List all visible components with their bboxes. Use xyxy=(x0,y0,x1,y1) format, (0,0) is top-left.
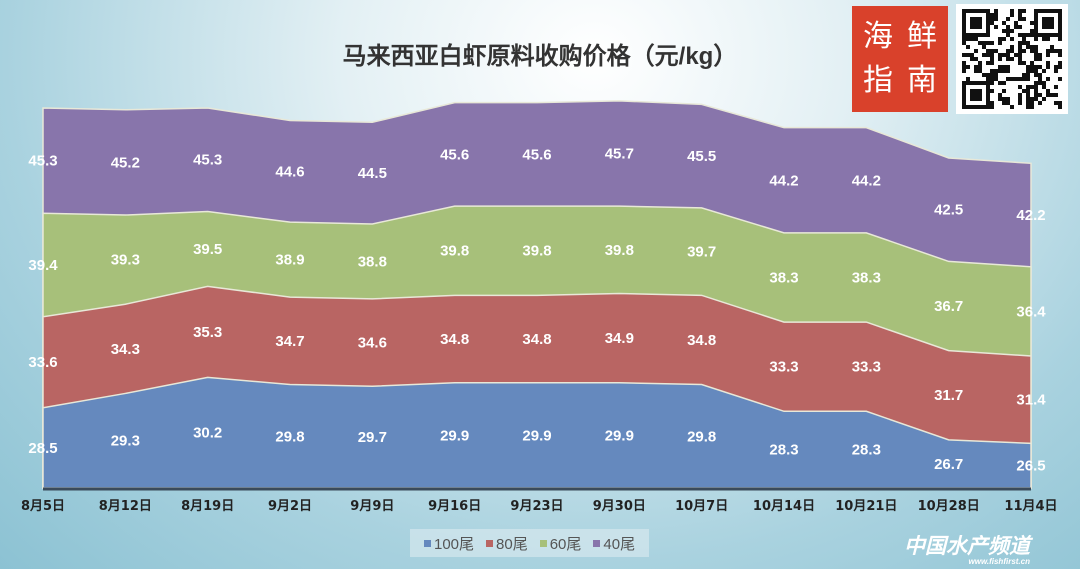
data-label: 45.6 xyxy=(522,146,551,163)
data-label: 29.7 xyxy=(358,429,387,446)
data-label: 39.4 xyxy=(28,257,58,274)
data-label: 44.5 xyxy=(358,165,387,182)
data-label: 38.8 xyxy=(358,253,387,270)
logo-char: 海 xyxy=(863,19,893,54)
x-tick-label: 10月7日 xyxy=(675,499,728,514)
legend-item: 40尾 xyxy=(593,533,635,554)
data-label: 44.2 xyxy=(852,172,881,189)
logo-char: 鲜 xyxy=(907,19,937,54)
qr-code xyxy=(956,4,1068,114)
data-label: 45.3 xyxy=(193,152,222,169)
data-label: 31.7 xyxy=(934,387,963,404)
data-label: 42.2 xyxy=(1016,207,1045,224)
data-label: 29.8 xyxy=(275,428,304,445)
data-label: 34.7 xyxy=(275,333,304,350)
data-label: 39.7 xyxy=(687,244,716,261)
x-tick-label: 9月9日 xyxy=(350,499,394,514)
area-series-100尾 xyxy=(42,376,1032,489)
data-label: 29.9 xyxy=(605,427,634,444)
data-label: 39.5 xyxy=(193,241,222,258)
data-label: 28.5 xyxy=(28,440,57,457)
legend-item: 60尾 xyxy=(539,533,582,554)
data-label: 28.3 xyxy=(769,442,798,459)
x-tick-label: 10月14日 xyxy=(753,499,815,514)
data-label: 33.6 xyxy=(28,354,57,371)
legend-swatch xyxy=(539,539,547,547)
x-tick-label: 11月4日 xyxy=(1004,499,1057,514)
chart-title: 马来西亚白虾原料收购价格（元/kg） xyxy=(342,43,738,70)
data-label: 34.8 xyxy=(687,332,716,349)
data-label: 44.6 xyxy=(275,163,304,180)
legend-swatch xyxy=(486,539,494,547)
logo-char: 指 xyxy=(863,63,893,98)
data-label: 34.6 xyxy=(358,335,387,352)
logo: 海鲜指南 xyxy=(852,6,948,112)
data-label: 29.9 xyxy=(440,427,469,444)
data-label: 45.2 xyxy=(111,154,140,171)
legend-swatch xyxy=(424,539,431,547)
data-label: 34.9 xyxy=(605,330,634,347)
data-label: 39.8 xyxy=(522,243,551,260)
x-tick-label: 9月16日 xyxy=(428,499,481,514)
data-label: 26.5 xyxy=(1016,458,1045,475)
data-label: 34.8 xyxy=(440,331,469,348)
x-tick-label: 8月19日 xyxy=(181,499,234,514)
x-tick-label: 10月28日 xyxy=(918,499,980,514)
watermark-text: 中国水产频道 xyxy=(904,535,1030,558)
data-label: 28.3 xyxy=(852,442,881,459)
legend-item: 100尾 xyxy=(424,533,474,554)
watermark-url: www.fishfirst.cn xyxy=(968,557,1031,566)
legend-label: 100尾 xyxy=(434,535,475,553)
legend-item: 80尾 xyxy=(486,533,528,554)
legend-label: 40尾 xyxy=(603,535,636,553)
legend-swatch xyxy=(593,539,601,547)
data-label: 38.3 xyxy=(852,269,881,286)
legend-label: 60尾 xyxy=(549,535,582,553)
data-label: 36.4 xyxy=(1016,303,1046,320)
data-label: 39.8 xyxy=(440,243,469,260)
data-label: 38.9 xyxy=(275,252,304,269)
data-label: 45.7 xyxy=(605,145,634,162)
data-label: 35.3 xyxy=(193,324,222,341)
data-label: 29.3 xyxy=(111,433,140,450)
legend: 100尾 80尾 60尾 40尾 xyxy=(410,529,650,557)
data-label: 29.9 xyxy=(522,427,551,444)
data-label: 30.2 xyxy=(193,425,222,442)
data-label: 31.4 xyxy=(1016,392,1046,409)
x-tick-label: 9月30日 xyxy=(593,499,646,514)
data-label: 29.8 xyxy=(687,428,716,445)
logo-char: 南 xyxy=(907,63,937,98)
watermark: 中国水产频道 www.fishfirst.cn xyxy=(904,530,1030,566)
data-label: 45.5 xyxy=(687,148,716,165)
data-label: 36.7 xyxy=(934,298,963,315)
data-label: 44.2 xyxy=(769,172,798,189)
data-label: 38.3 xyxy=(769,269,798,286)
x-tick-label: 10月21日 xyxy=(835,499,897,514)
data-label: 33.3 xyxy=(852,359,881,376)
data-label: 45.6 xyxy=(440,146,469,163)
data-label: 33.3 xyxy=(769,359,798,376)
data-label: 39.8 xyxy=(605,242,634,259)
x-tick-label: 8月12日 xyxy=(99,499,152,514)
data-label: 34.8 xyxy=(522,331,551,348)
data-label: 34.3 xyxy=(111,341,140,358)
x-tick-label: 9月23日 xyxy=(510,499,563,514)
x-tick-label: 9月2日 xyxy=(268,499,312,514)
data-label: 26.7 xyxy=(934,456,963,473)
legend-label: 80尾 xyxy=(496,535,528,553)
data-label: 39.3 xyxy=(111,252,140,269)
data-label: 45.3 xyxy=(28,153,57,170)
data-label: 42.5 xyxy=(934,202,963,219)
x-tick-label: 8月5日 xyxy=(21,499,65,514)
